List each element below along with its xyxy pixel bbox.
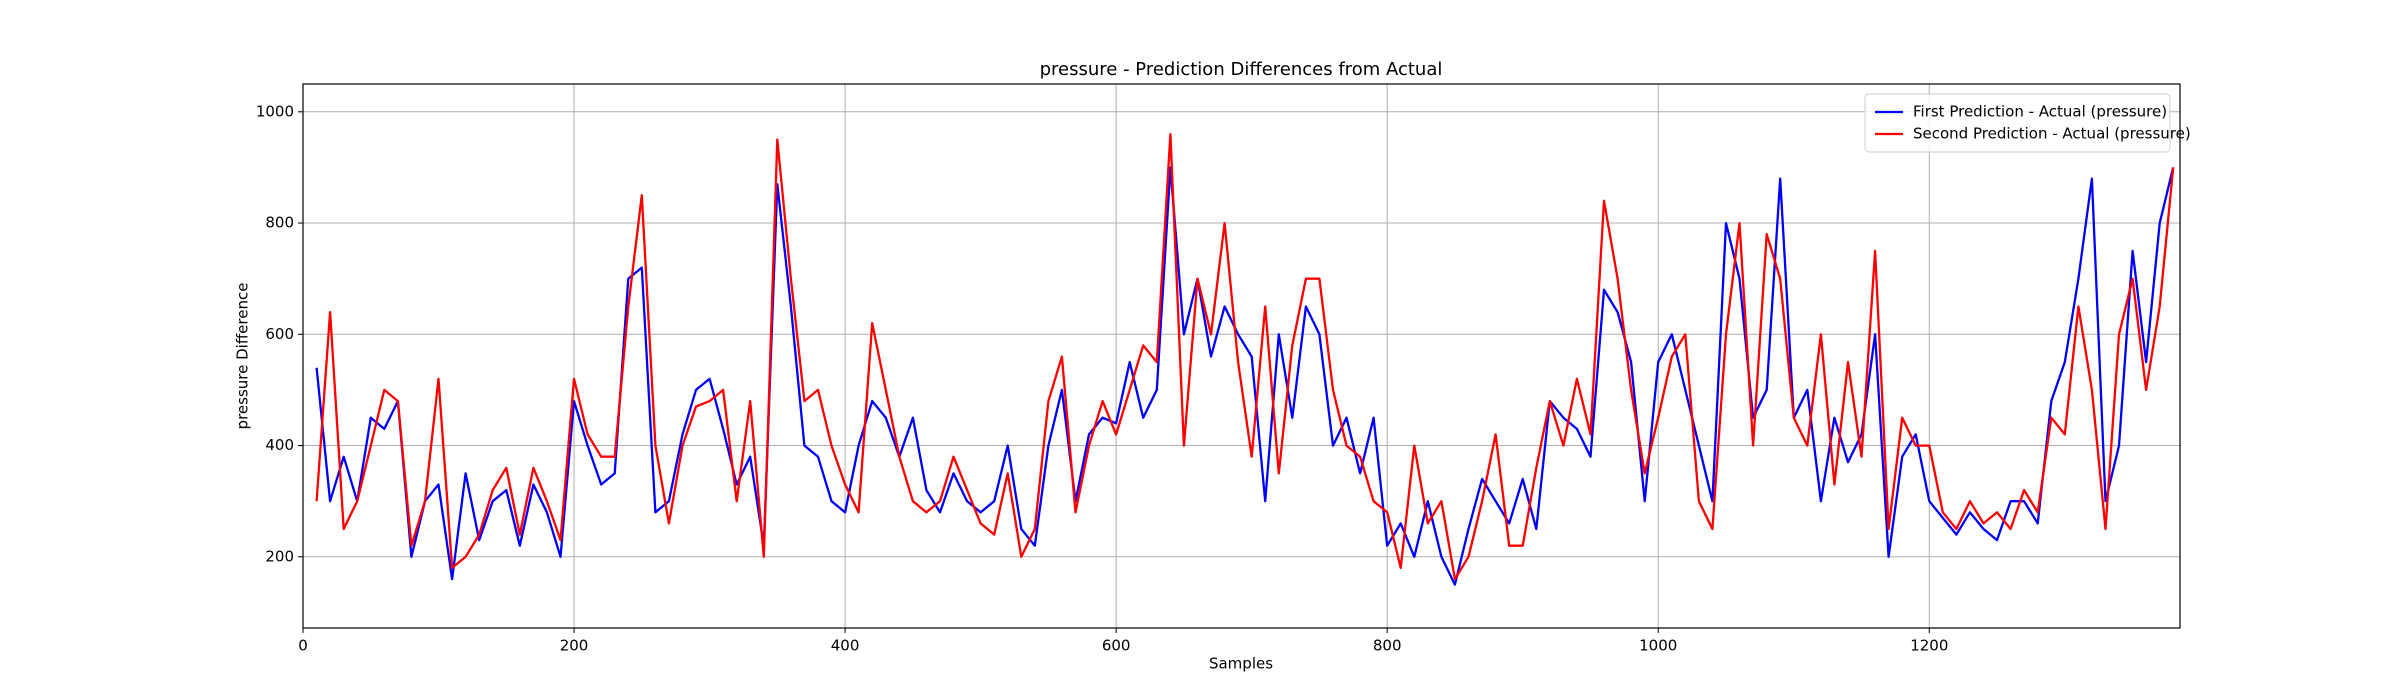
x-tick-label: 600: [1102, 637, 1131, 655]
y-axis-label: pressure Difference: [234, 283, 252, 430]
legend-label: Second Prediction - Actual (pressure): [1913, 125, 2191, 143]
x-tick-label: 800: [1373, 637, 1402, 655]
chart-title: pressure - Prediction Differences from A…: [1040, 59, 1443, 80]
y-tick-label: 400: [265, 436, 294, 454]
x-tick-label: 0: [298, 637, 308, 655]
legend-box: [1864, 93, 2171, 153]
x-tick-label: 1200: [1910, 637, 1948, 655]
y-tick-label: 200: [265, 547, 294, 565]
x-tick-label: 400: [831, 637, 860, 655]
y-tick-label: 800: [265, 214, 294, 232]
data-line: [315, 132, 2175, 581]
y-tick-label: 1000: [256, 102, 294, 120]
legend-label: First Prediction - Actual (pressure): [1913, 103, 2167, 121]
y-tick-label: 600: [265, 325, 294, 343]
x-tick-label: 200: [560, 637, 589, 655]
x-tick-label: 1000: [1639, 637, 1677, 655]
x-axis-label: Samples: [1209, 655, 1273, 673]
plot-frame: [302, 83, 2181, 629]
